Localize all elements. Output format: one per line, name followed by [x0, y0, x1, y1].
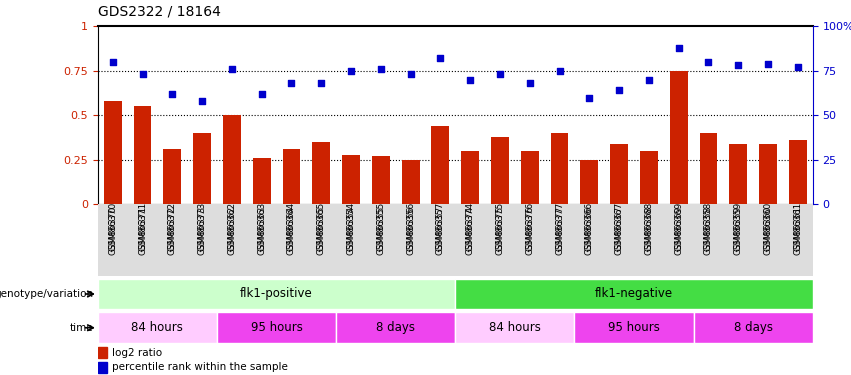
Bar: [104, 101, 122, 204]
Text: GSM86370: GSM86370: [108, 206, 117, 255]
Text: GSM86354: GSM86354: [346, 206, 356, 255]
Text: GSM86377: GSM86377: [555, 206, 564, 255]
Text: GSM86361: GSM86361: [793, 206, 802, 255]
Point: [315, 80, 328, 86]
Point: [642, 77, 655, 83]
Point: [196, 98, 209, 104]
Text: 95 hours: 95 hours: [251, 321, 302, 334]
Bar: [98, 347, 107, 358]
Text: GSM86355: GSM86355: [376, 206, 386, 255]
Text: GSM86372: GSM86372: [168, 206, 177, 255]
Point: [165, 91, 179, 97]
Bar: [521, 151, 539, 204]
Bar: [98, 279, 455, 309]
Point: [582, 94, 596, 100]
Bar: [431, 126, 449, 204]
Bar: [789, 140, 807, 204]
Point: [136, 71, 150, 77]
Bar: [342, 154, 360, 204]
Point: [672, 45, 686, 51]
Text: GSM86368: GSM86368: [644, 206, 654, 255]
Bar: [610, 144, 628, 204]
Bar: [98, 362, 107, 373]
Text: GSM86371: GSM86371: [138, 206, 147, 255]
Text: GSM86373: GSM86373: [197, 206, 207, 255]
Bar: [223, 116, 241, 204]
Text: GSM86360: GSM86360: [763, 206, 773, 255]
Bar: [134, 106, 151, 204]
Bar: [217, 312, 336, 343]
Point: [433, 56, 448, 62]
Text: GDS2322 / 18164: GDS2322 / 18164: [98, 5, 220, 19]
Bar: [574, 312, 694, 343]
Point: [344, 68, 357, 74]
Point: [553, 68, 567, 74]
Bar: [372, 156, 390, 204]
Point: [106, 59, 119, 65]
Text: 8 days: 8 days: [376, 321, 415, 334]
Text: GSM86365: GSM86365: [317, 206, 326, 255]
Bar: [580, 160, 598, 204]
Text: GSM86357: GSM86357: [436, 206, 445, 255]
Bar: [283, 149, 300, 204]
Text: flk1-positive: flk1-positive: [240, 288, 313, 300]
Text: percentile rank within the sample: percentile rank within the sample: [112, 363, 288, 372]
Text: 84 hours: 84 hours: [132, 321, 183, 334]
Point: [761, 61, 774, 67]
Point: [731, 62, 745, 68]
Bar: [729, 144, 747, 204]
Point: [523, 80, 536, 86]
Text: GSM86366: GSM86366: [585, 206, 594, 255]
Bar: [253, 158, 271, 204]
Text: GSM86358: GSM86358: [704, 206, 713, 255]
Point: [255, 91, 269, 97]
Text: 8 days: 8 days: [734, 321, 773, 334]
Bar: [455, 279, 813, 309]
Bar: [193, 133, 211, 204]
Text: 95 hours: 95 hours: [608, 321, 660, 334]
Text: GSM86376: GSM86376: [525, 206, 534, 255]
Point: [493, 71, 506, 77]
Bar: [336, 312, 455, 343]
Point: [284, 80, 298, 86]
Point: [403, 71, 417, 77]
Text: flk1-negative: flk1-negative: [595, 288, 673, 300]
Text: GSM86359: GSM86359: [734, 206, 743, 255]
Text: time: time: [70, 323, 94, 333]
Point: [791, 64, 805, 70]
Text: GSM86367: GSM86367: [614, 206, 624, 255]
Bar: [98, 312, 217, 343]
Bar: [551, 133, 568, 204]
Text: GSM86363: GSM86363: [257, 206, 266, 255]
Text: GSM86369: GSM86369: [674, 206, 683, 255]
Text: GSM86374: GSM86374: [465, 206, 475, 255]
Bar: [163, 149, 181, 204]
Point: [463, 77, 477, 83]
Point: [701, 59, 715, 65]
Bar: [670, 71, 688, 204]
Point: [225, 66, 238, 72]
Bar: [759, 144, 777, 204]
Bar: [312, 142, 330, 204]
Text: 84 hours: 84 hours: [489, 321, 540, 334]
Bar: [455, 312, 574, 343]
Bar: [461, 151, 479, 204]
Text: genotype/variation: genotype/variation: [0, 289, 94, 299]
Point: [612, 87, 625, 93]
Text: GSM86362: GSM86362: [227, 206, 237, 255]
Text: log2 ratio: log2 ratio: [112, 348, 163, 357]
Text: GSM86364: GSM86364: [287, 206, 296, 255]
Bar: [402, 160, 420, 204]
Bar: [640, 151, 658, 204]
Point: [374, 66, 387, 72]
Bar: [694, 312, 813, 343]
Bar: [491, 137, 509, 204]
Text: GSM86356: GSM86356: [406, 206, 415, 255]
Bar: [700, 133, 717, 204]
Text: GSM86375: GSM86375: [495, 206, 505, 255]
